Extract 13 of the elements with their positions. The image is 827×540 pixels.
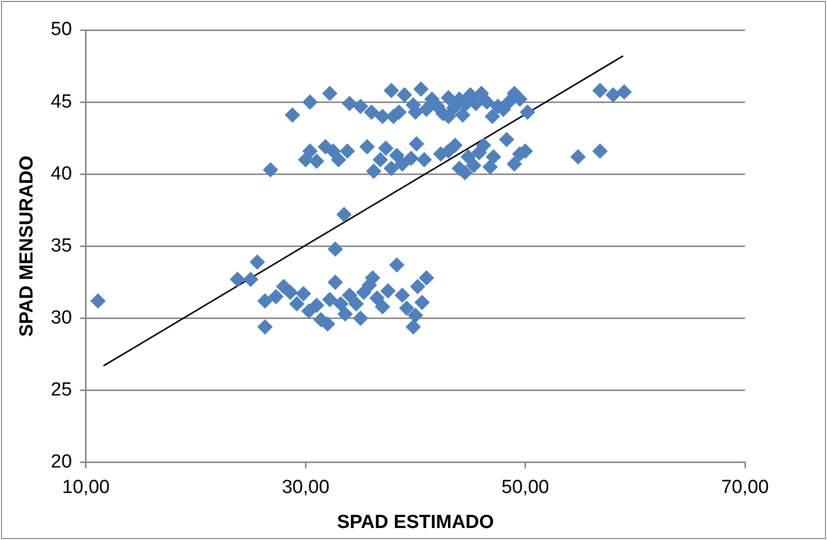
y-tick-label: 20 xyxy=(50,452,72,473)
x-tick-label: 50,00 xyxy=(502,477,550,498)
x-tick-label: 30,00 xyxy=(282,477,330,498)
x-axis-title: SPAD ESTIMADO xyxy=(337,512,494,533)
y-axis-title: SPAD MENSURADO xyxy=(16,156,38,337)
x-tick-label: 10,00 xyxy=(62,477,110,498)
y-tick-label: 30 xyxy=(50,308,72,328)
y-tick-label: 40 xyxy=(50,163,72,184)
x-tick-label: 70,00 xyxy=(721,477,769,498)
y-tick-label: 50 xyxy=(50,19,72,40)
y-tick-label: 25 xyxy=(50,380,72,401)
y-tick-label: 45 xyxy=(50,91,72,112)
y-tick-label: 35 xyxy=(50,235,72,256)
